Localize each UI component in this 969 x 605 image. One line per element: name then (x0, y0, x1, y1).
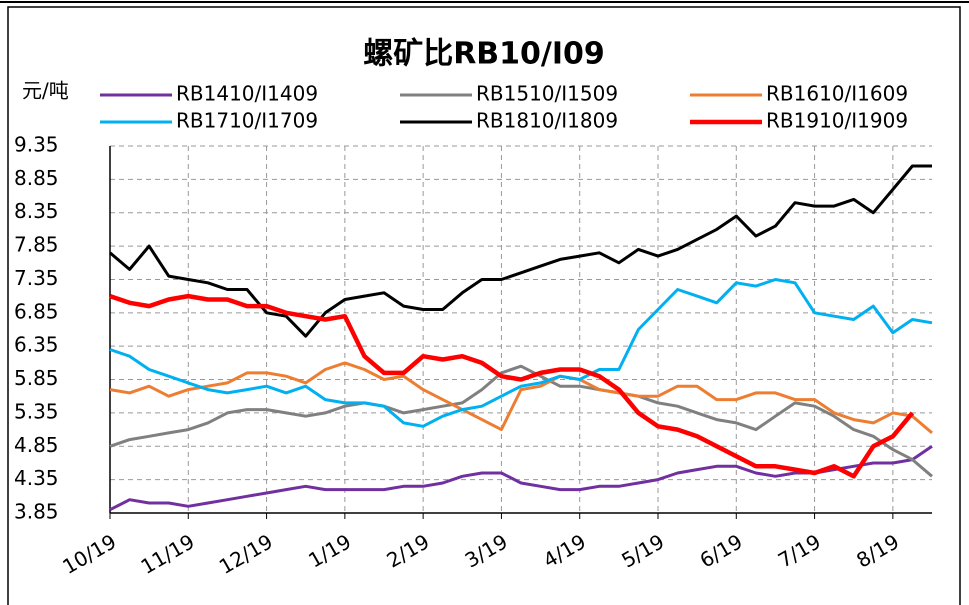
x-tick-label: 11/19 (137, 529, 199, 579)
chart-title: 螺矿比RB10/I09 (363, 37, 605, 72)
y-tick-label: 7.35 (14, 266, 59, 290)
legend-label: RB1410/I1409 (176, 82, 318, 106)
y-tick-label: 6.85 (14, 299, 59, 323)
series-line (109, 293, 915, 479)
legend-label: RB1810/I1809 (476, 109, 618, 133)
y-tick-label: 5.35 (14, 399, 59, 423)
x-tick-label: 2/19 (382, 529, 433, 572)
y-tick-label: 7.85 (14, 233, 59, 257)
x-tick-label: 5/19 (617, 529, 668, 572)
legend-label: RB1710/I1709 (176, 109, 318, 133)
x-tick-label: 8/19 (852, 529, 903, 572)
y-axis-label: 元/吨 (22, 79, 69, 103)
x-tick-label: 4/19 (539, 529, 590, 572)
x-tick-label: 12/19 (215, 529, 277, 579)
series-line (109, 164, 932, 338)
y-tick-label: 6.35 (14, 333, 59, 357)
y-tick-label: 8.85 (14, 166, 59, 190)
x-tick-label: 3/19 (461, 529, 512, 572)
series-line (109, 445, 933, 512)
y-tick-label: 3.85 (14, 500, 59, 524)
y-tick-label: 9.35 (14, 133, 59, 157)
x-tick-label: 7/19 (774, 529, 825, 572)
x-tick-label: 6/19 (696, 529, 747, 572)
y-tick-label: 4.85 (14, 433, 59, 457)
series-line (109, 278, 933, 428)
legend-label: RB1910/I1909 (766, 109, 908, 133)
series-line (109, 364, 933, 478)
legend-label: RB1510/I1509 (476, 82, 618, 106)
legend-label: RB1610/I1609 (766, 82, 908, 106)
y-tick-label: 4.35 (14, 466, 59, 490)
y-tick-label: 5.85 (14, 366, 59, 390)
y-tick-label: 8.35 (14, 199, 59, 223)
x-tick-label: 10/19 (58, 529, 120, 579)
x-tick-label: 1/19 (304, 529, 355, 572)
frame (7, 6, 961, 605)
series-line (109, 361, 933, 435)
